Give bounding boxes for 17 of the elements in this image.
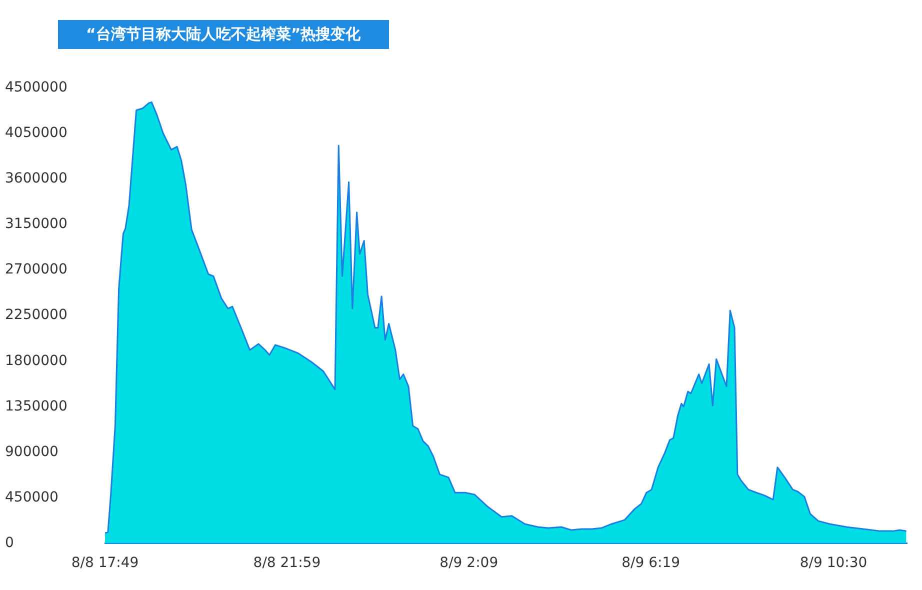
y-tick-label: 0 (5, 534, 14, 551)
y-tick-label: 1800000 (5, 352, 68, 369)
y-tick-label: 3150000 (5, 216, 68, 232)
x-tick-label: 8/9 2:09 (440, 555, 498, 572)
x-tick-label: 8/9 10:30 (800, 555, 868, 572)
x-tick-label: 8/9 6:19 (622, 555, 680, 572)
y-tick-label: 1350000 (5, 398, 68, 414)
x-tick-label: 8/8 21:59 (253, 555, 321, 572)
y-tick-label: 900000 (5, 444, 58, 460)
x-tick-label: 8/8 17:49 (71, 555, 139, 572)
chart-title: “台湾节目称大陆人吃不起榨菜”热搜变化 (58, 20, 389, 49)
y-tick-label: 2250000 (5, 307, 68, 324)
y-tick-label: 4500000 (5, 80, 68, 96)
y-tick-label: 2700000 (5, 262, 68, 278)
y-tick-label: 4050000 (5, 125, 68, 142)
y-tick-label: 450000 (5, 489, 58, 506)
y-tick-label: 3600000 (5, 170, 68, 187)
